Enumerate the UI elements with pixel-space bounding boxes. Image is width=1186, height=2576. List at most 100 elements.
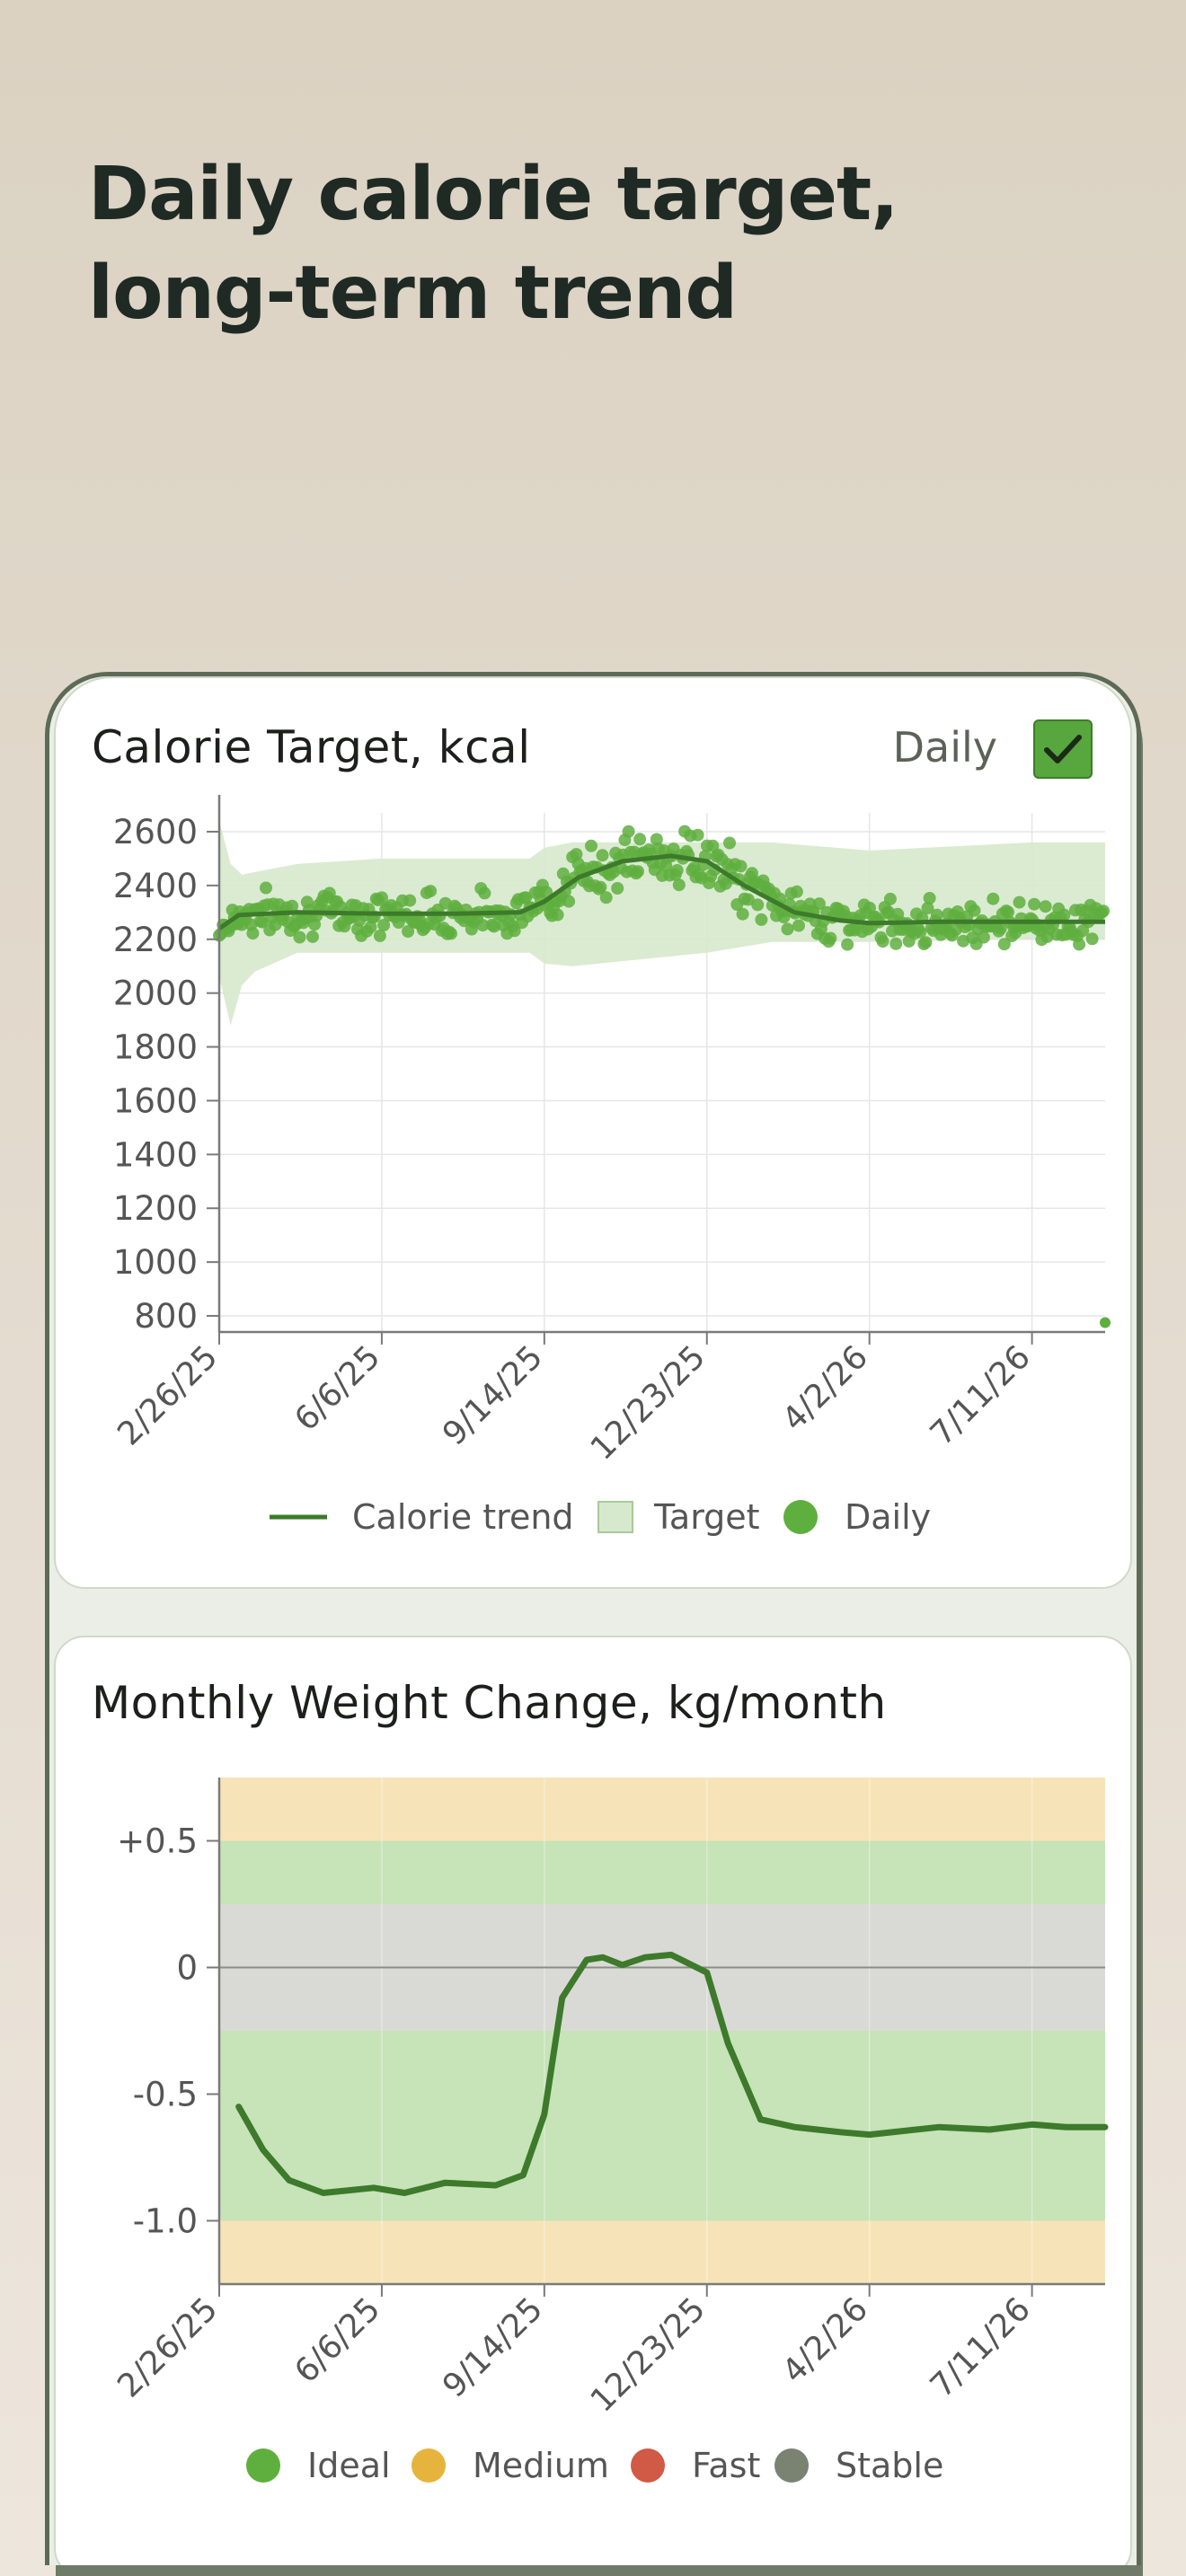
- headline-line-2: long-term trend: [88, 251, 738, 336]
- daily-point: [876, 935, 890, 948]
- daily-point: [622, 825, 635, 838]
- calorie-x-tick-label: 6/6/25: [288, 1338, 387, 1438]
- daily-point: [293, 931, 306, 944]
- weight-change-card: Monthly Weight Change, kg/month +0.5 0 -0.…: [54, 1636, 1132, 2565]
- daily-point: [930, 908, 943, 922]
- calorie-y-tick-label: 2000: [113, 975, 198, 1013]
- daily-point: [599, 891, 613, 904]
- calorie-legend-label: Daily: [845, 1497, 931, 1537]
- daily-point: [824, 931, 837, 945]
- daily-point: [562, 895, 576, 908]
- weight-y-tick-label: -0.5: [133, 2076, 198, 2114]
- daily-point: [570, 848, 583, 861]
- daily-point: [997, 938, 1011, 951]
- daily-point: [977, 931, 990, 944]
- daily-point: [883, 892, 897, 905]
- daily-point: [424, 885, 438, 898]
- daily-point: [445, 927, 457, 940]
- daily-point: [1058, 908, 1071, 922]
- daily-point: [987, 892, 1000, 905]
- daily-point: [691, 828, 704, 842]
- daily-point: [373, 929, 386, 942]
- daily-point: [994, 922, 1007, 935]
- page-headline: Daily calorie target, long-term trend: [88, 146, 1076, 343]
- weight-x-tick-label: 9/14/25: [436, 2290, 550, 2404]
- daily-point: [968, 904, 981, 917]
- daily-point: [402, 925, 415, 938]
- daily-point: [751, 898, 765, 912]
- calorie-y-tick-label: 1800: [113, 1028, 198, 1067]
- daily-point: [1028, 897, 1041, 911]
- weight-y-tick-label: 0: [176, 1949, 198, 1988]
- target-band: [219, 821, 1105, 1026]
- daily-point: [376, 891, 388, 904]
- daily-point: [1100, 1317, 1111, 1328]
- daily-point: [781, 922, 794, 936]
- daily-point: [246, 927, 260, 940]
- weight-legend-label: Medium: [473, 2446, 609, 2485]
- weight-legend-label: Stable: [836, 2446, 943, 2485]
- weight-legend-label: Fast: [692, 2446, 760, 2485]
- daily-point: [890, 937, 903, 950]
- daily-point: [1039, 900, 1052, 913]
- daily-point: [1013, 895, 1026, 909]
- calorie-x-tick-label: 9/14/25: [436, 1338, 550, 1452]
- daily-point: [790, 885, 803, 898]
- weight-change-chart: +0.5 0 -0.5 -1.0 2/26/25 6/6/25 9/14/25 12/23/2…: [111, 1778, 1109, 2485]
- daily-point: [812, 897, 826, 911]
- calorie-x-tick-label: 12/23/25: [584, 1338, 712, 1467]
- daily-point: [551, 908, 564, 922]
- daily-point: [403, 894, 417, 907]
- calorie-target-card: Calorie Target, kcal Daily 2600 2400 2200 2…: [54, 676, 1132, 1589]
- daily-point: [841, 938, 854, 951]
- daily-point: [1085, 932, 1099, 946]
- daily-point: [755, 913, 768, 926]
- daily-point: [255, 915, 269, 929]
- weight-y-tick-label: -1.0: [133, 2202, 198, 2241]
- daily-point: [585, 839, 597, 852]
- calorie-x-tick-label: 4/2/26: [775, 1338, 875, 1438]
- daily-checkbox[interactable]: [1033, 719, 1093, 779]
- calorie-y-tick-label: 2200: [113, 921, 198, 959]
- checkmark-icon: [1044, 735, 1082, 763]
- calorie-legend-label: Calorie trend: [352, 1497, 574, 1537]
- daily-point: [741, 893, 755, 906]
- headline-line-1: Daily calorie target,: [88, 152, 898, 237]
- daily-point: [736, 907, 749, 921]
- daily-toggle-label[interactable]: Daily: [892, 723, 997, 772]
- legend-dot-swatch: [783, 1500, 818, 1534]
- daily-point: [377, 919, 391, 931]
- daily-point: [364, 921, 377, 934]
- daily-point: [632, 865, 644, 878]
- daily-point: [596, 849, 609, 862]
- calorie-y-tick-label: 1000: [113, 1243, 198, 1282]
- daily-point: [286, 899, 299, 913]
- weight-change-line: [235, 1951, 1109, 2196]
- weight-legend-label: Ideal: [307, 2446, 391, 2485]
- weight-x-tick-label: 4/2/26: [775, 2290, 875, 2390]
- daily-point: [1002, 905, 1014, 919]
- calorie-card-title: Calorie Target, kcal: [92, 721, 531, 773]
- daily-point: [260, 881, 272, 895]
- daily-point: [706, 839, 720, 852]
- daily-point: [1073, 938, 1086, 951]
- zone-ideal: [219, 1840, 1105, 1904]
- daily-point: [670, 864, 684, 877]
- weight-card-title: Monthly Weight Change, kg/month: [92, 1677, 887, 1729]
- legend-box-swatch: [597, 1501, 633, 1533]
- calorie-y-tick-label: 1200: [113, 1189, 198, 1228]
- daily-point: [914, 925, 927, 939]
- daily-point: [923, 892, 936, 904]
- daily-point: [723, 836, 736, 850]
- daily-point: [921, 902, 934, 915]
- calorie-y-tick-label: 1600: [113, 1081, 198, 1120]
- calorie-y-tick-label: 1400: [113, 1135, 198, 1174]
- calorie-y-tick-label: 2600: [113, 813, 198, 851]
- calorie-y-tick-label: 2400: [113, 867, 198, 905]
- legend-dot-swatch: [631, 2448, 665, 2483]
- phone-frame: Calorie Target, kcal Daily 2600 2400 2200 2…: [45, 672, 1141, 2565]
- calorie-chart: 2600 2400 2200 2000 1800 1600 1400 1200 1000 8002…: [111, 795, 1111, 1537]
- daily-point: [487, 920, 500, 933]
- weight-x-tick-label: 6/6/25: [288, 2290, 387, 2390]
- calorie-x-tick-label: 7/11/26: [924, 1338, 1038, 1452]
